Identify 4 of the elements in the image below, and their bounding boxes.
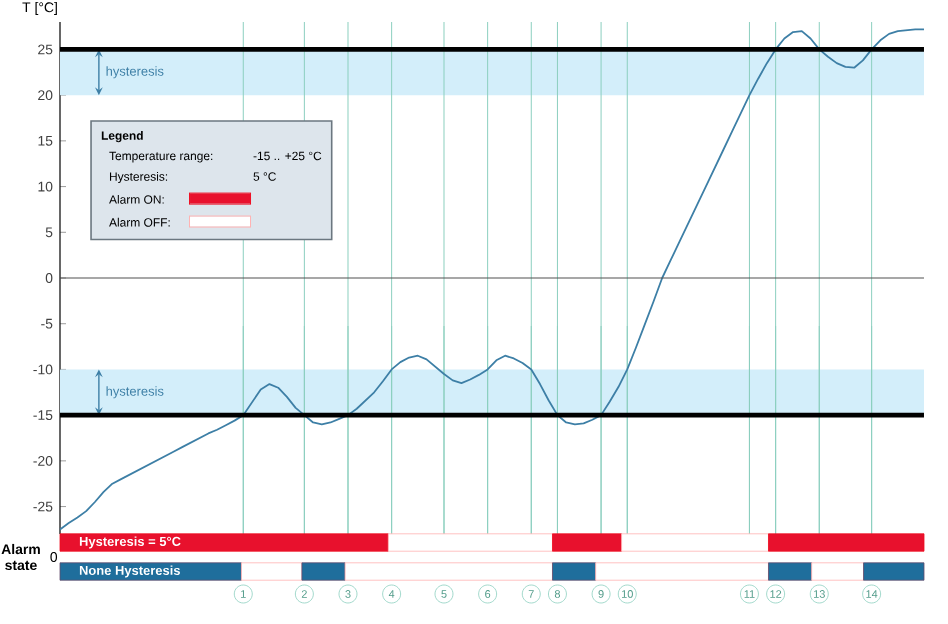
bar [387,533,553,552]
bar [863,562,925,581]
bar [768,562,813,581]
bar [621,533,769,552]
